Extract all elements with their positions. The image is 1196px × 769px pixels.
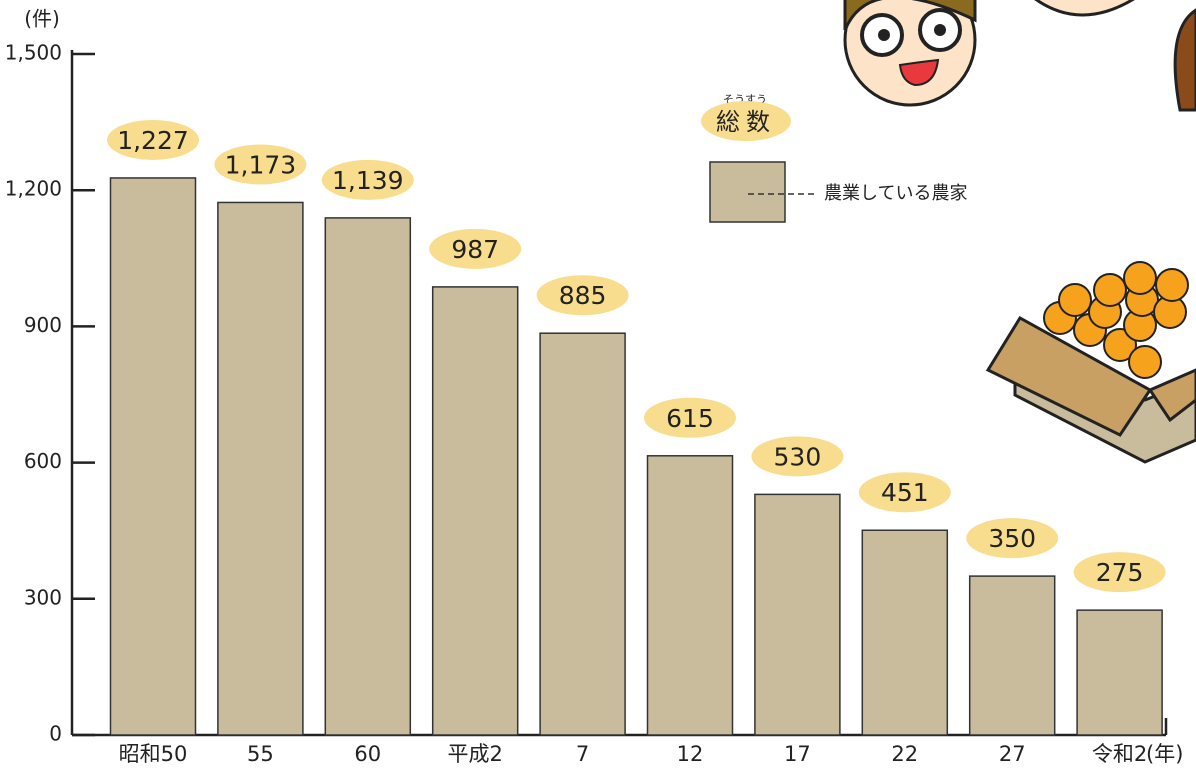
value-label: 1,227: [117, 126, 189, 155]
y-tick-label: 1,500: [5, 41, 62, 65]
y-tick-label: 900: [24, 313, 62, 337]
x-tick-label: 令和2: [1092, 742, 1147, 766]
y-tick-label: 600: [24, 449, 62, 473]
value-label-bg: [858, 472, 951, 513]
value-label-bg: [214, 144, 307, 185]
bar: [217, 201, 304, 736]
bar: [646, 455, 734, 736]
bar: [539, 332, 626, 736]
bar: [1076, 609, 1163, 736]
bar: [968, 575, 1056, 736]
x-tick-label: 60: [354, 742, 381, 766]
x-tick-label: 昭和50: [119, 742, 188, 766]
value-label: 885: [559, 281, 607, 310]
value-label-bg: [107, 119, 199, 160]
legend-label: 農業している農家: [824, 183, 967, 204]
y-tick-label: 300: [24, 585, 62, 609]
y-tick-label: 0: [49, 722, 62, 746]
value-label: 350: [988, 524, 1036, 553]
x-tick-label: 17: [784, 742, 811, 766]
x-axis-label: (年): [1146, 742, 1183, 766]
bar: [431, 286, 519, 736]
value-label: 1,139: [332, 166, 404, 195]
value-label-bg: [1073, 552, 1166, 593]
x-tick-label: 55: [247, 742, 274, 766]
value-label-bg: [429, 228, 522, 269]
value-label-bg: [644, 397, 736, 438]
y-axis-label: (件): [24, 7, 60, 31]
value-label-bg: [536, 275, 629, 316]
value-label: 451: [881, 478, 929, 507]
x-tick-label: 12: [677, 742, 704, 766]
bar: [861, 529, 949, 736]
x-tick-label: 平成2: [448, 742, 503, 766]
legend-swatch: [709, 161, 786, 223]
x-tick-label: 7: [576, 742, 589, 766]
value-label-bg: [751, 436, 844, 477]
bar: [109, 177, 197, 736]
value-label: 275: [1096, 558, 1144, 587]
bar: [324, 217, 412, 736]
legend-title-bg: [701, 101, 791, 141]
x-tick-label: 22: [891, 742, 918, 766]
y-tick-label: 1,200: [5, 177, 62, 201]
value-label-bg: [321, 159, 414, 200]
value-label: 987: [451, 235, 499, 264]
value-label: 530: [774, 442, 822, 471]
bar: [754, 493, 841, 736]
legend-title: 総数: [716, 108, 776, 136]
illustration: [843, 0, 1196, 464]
value-label: 1,173: [225, 150, 297, 179]
value-label: 615: [666, 404, 714, 433]
x-tick-label: 27: [999, 742, 1026, 766]
value-label-bg: [966, 518, 1059, 559]
